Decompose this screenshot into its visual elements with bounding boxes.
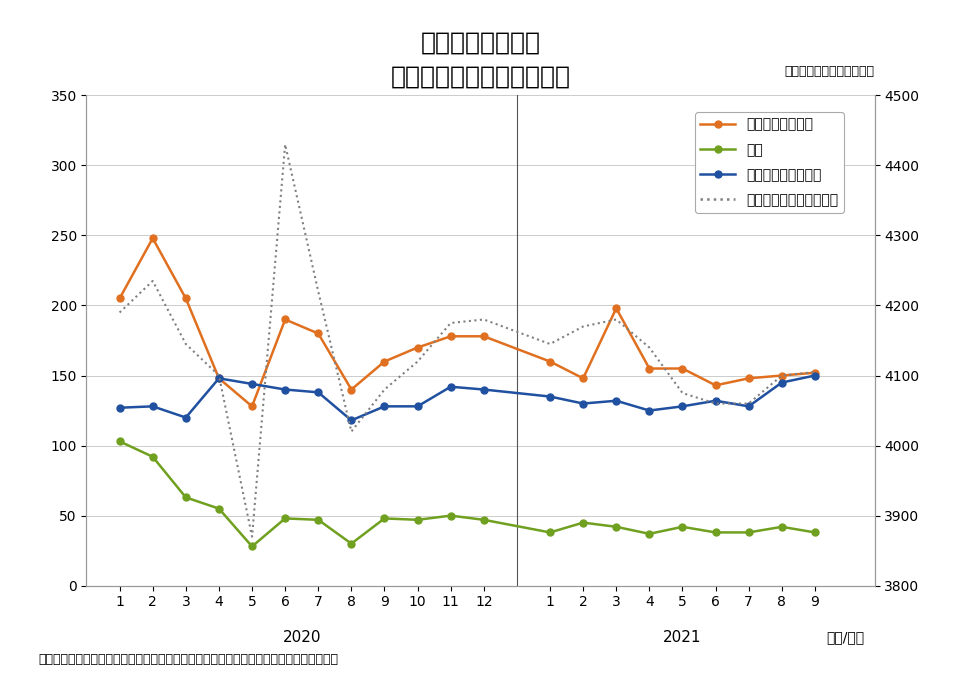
Text: 資料：家計調査　二人以上の世帯、全国（総務省）、経済産業省で季節調整を行って算出: 資料：家計調査 二人以上の世帯、全国（総務省）、経済産業省で季節調整を行って算出 [38,653,338,666]
Legend: ファンデーション, 口紅, ヘアカラーリング剤, 石けん類・化粧品（右）: ファンデーション, 口紅, ヘアカラーリング剤, 石けん類・化粧品（右） [695,112,844,212]
Text: （単位：円、季節調整済）: （単位：円、季節調整済） [784,65,875,78]
Text: 2021: 2021 [663,630,702,645]
Text: 仕上げ用化粧品の: 仕上げ用化粧品の [421,31,540,54]
Text: 2020: 2020 [283,630,321,645]
Text: 支出金額［二人世帯以上］: 支出金額［二人世帯以上］ [390,65,571,89]
Text: （月/年）: （月/年） [826,630,865,644]
